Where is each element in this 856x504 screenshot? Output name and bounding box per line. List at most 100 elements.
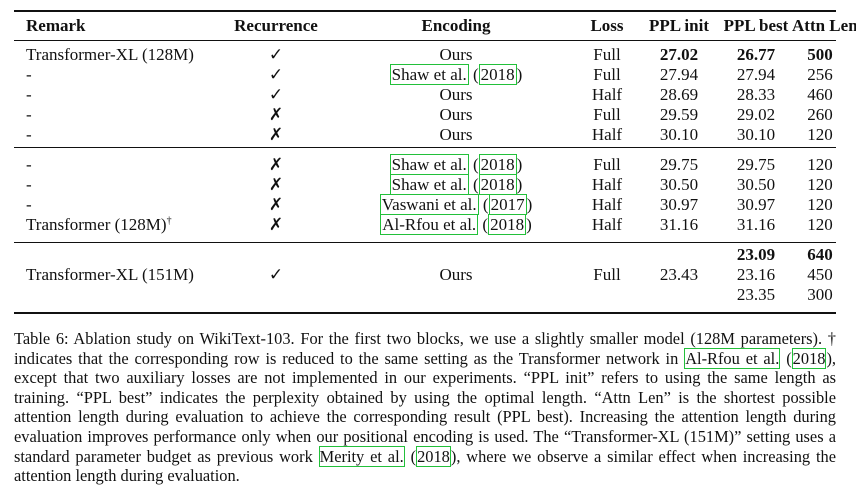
recurrence-cell: ✗	[268, 175, 284, 194]
ppl-init-cell: 29.75	[659, 155, 699, 174]
table-caption: Table 6: Ablation study on WikiText-103.…	[14, 329, 837, 486]
table-row: - ✓ Shaw et al. (2018) Full 27.94 27.94 …	[14, 64, 848, 85]
remark-cell: Transformer-XL (151M)	[26, 265, 194, 284]
citation-year-link[interactable]: 2018	[791, 347, 827, 369]
attn-len-cell: 640	[807, 245, 833, 264]
loss-cell: Full	[593, 105, 621, 124]
recurrence-cell: ✗	[268, 215, 284, 234]
remark-cell: -	[26, 125, 32, 144]
recurrence-cell: ✓	[268, 265, 284, 284]
col-header-encoding: Encoding	[421, 16, 491, 35]
loss-cell: Half	[591, 125, 623, 144]
citation-link[interactable]: Merity et al.	[318, 445, 405, 467]
table-row: Transformer-XL (151M) ✓ Ours Full 23.43 …	[14, 265, 848, 285]
loss-cell: Full	[593, 265, 621, 284]
ppl-best-cell: 30.97	[736, 195, 776, 214]
encoding-cell: Ours	[439, 265, 473, 284]
recurrence-cell: ✓	[268, 85, 284, 104]
remark-cell: Transformer (128M)†	[14, 215, 216, 235]
table-top-rule	[14, 10, 836, 12]
remark-cell: -	[26, 195, 32, 214]
citation-year-link[interactable]: 2018	[478, 64, 517, 85]
encoding-cell: Ours	[439, 45, 473, 64]
remark-text: Transformer (128M)	[26, 215, 167, 234]
citation-year-link[interactable]: 2017	[488, 194, 527, 215]
ppl-best-cell: 28.33	[736, 85, 776, 104]
citation-year-link[interactable]: 2018	[478, 174, 517, 195]
loss-cell: Half	[591, 195, 623, 214]
table-row: Transformer (128M)† ✗ Al-Rfou et al. (20…	[14, 214, 848, 235]
dagger-mark: †	[166, 215, 172, 227]
citation-link[interactable]: Al-Rfou et al.	[380, 214, 479, 235]
ppl-init-cell: 30.97	[659, 195, 699, 214]
col-header-remark: Remark	[26, 16, 86, 35]
citation-link[interactable]: Vaswani et al.	[379, 194, 479, 215]
ppl-best-cell: 29.02	[736, 105, 776, 124]
ppl-best-cell: 29.75	[736, 155, 776, 174]
attn-len-cell: 300	[807, 285, 833, 304]
col-header-ppl-best: PPL best	[723, 16, 789, 35]
table-row: - ✗ Shaw et al. (2018) Full 29.75 29.75 …	[14, 154, 848, 175]
loss-cell: Half	[591, 85, 623, 104]
attn-len-cell: 120	[807, 155, 833, 174]
citation-link[interactable]: Shaw et al.	[389, 154, 469, 175]
attn-len-cell: 460	[807, 85, 833, 104]
table-row: 23.09 640	[14, 245, 848, 265]
citation-year-link[interactable]: 2018	[478, 154, 517, 175]
attn-len-cell: 450	[807, 265, 833, 284]
encoding-cell: Shaw et al. (2018)	[389, 154, 523, 175]
encoding-cell: Ours	[439, 125, 473, 144]
citation-year-link[interactable]: 2018	[416, 445, 451, 467]
remark-cell: -	[26, 65, 32, 84]
ppl-init-cell: 29.59	[659, 105, 699, 124]
attn-len-cell: 260	[807, 105, 833, 124]
ppl-init-cell: 30.50	[659, 175, 699, 194]
table-row: - ✗ Shaw et al. (2018) Half 30.50 30.50 …	[14, 174, 848, 195]
block1-rule	[14, 147, 836, 148]
remark-cell: -	[26, 105, 32, 124]
ppl-best-cell: 23.16	[736, 265, 776, 284]
encoding-cell: Ours	[439, 105, 473, 124]
encoding-cell: Ours	[439, 85, 473, 104]
citation-year-link[interactable]: 2018	[488, 214, 527, 235]
ablation-table: Remark Recurrence Encoding Loss PPL init…	[14, 12, 856, 305]
col-header-recurrence: Recurrence	[234, 16, 318, 35]
ppl-best-cell: 30.10	[736, 125, 776, 144]
table-row: - ✗ Ours Half 30.10 30.10 120	[14, 125, 848, 145]
encoding-cell: Vaswani et al. (2017)	[379, 194, 533, 215]
recurrence-cell: ✗	[268, 195, 284, 214]
ppl-init-cell: 27.94	[659, 65, 699, 84]
table-row: - ✗ Ours Full 29.59 29.02 260	[14, 105, 848, 125]
table-row: Transformer-XL (128M) ✓ Ours Full 27.02 …	[14, 45, 848, 65]
block2-rule	[14, 242, 836, 243]
citation-link[interactable]: Al-Rfou et al.	[684, 347, 781, 369]
ppl-best-cell: 30.50	[736, 175, 776, 194]
caption-text: Table 6: Ablation study on WikiText-103.…	[14, 329, 836, 368]
caption-text: ), where we observe a similar effect whe…	[14, 446, 837, 486]
loss-cell: Full	[593, 45, 621, 64]
recurrence-cell: ✓	[268, 45, 284, 64]
header-row: Remark Recurrence Encoding Loss PPL init…	[14, 12, 856, 40]
ppl-best-cell: 31.16	[736, 215, 776, 234]
header-rule	[14, 40, 836, 41]
table-row: - ✓ Ours Half 28.69 28.33 460	[14, 85, 848, 105]
encoding-cell: Shaw et al. (2018)	[389, 64, 523, 85]
ppl-init-cell: 27.02	[659, 45, 699, 64]
encoding-cell: Al-Rfou et al. (2018)	[380, 214, 532, 235]
recurrence-cell: ✓	[268, 65, 284, 84]
attn-len-cell: 256	[807, 65, 833, 84]
recurrence-cell: ✗	[268, 105, 284, 124]
remark-cell: -	[26, 175, 32, 194]
citation-link[interactable]: Shaw et al.	[389, 64, 469, 85]
loss-cell: Half	[591, 215, 623, 234]
recurrence-cell: ✗	[268, 125, 284, 144]
attn-len-cell: 120	[807, 195, 833, 214]
loss-cell: Half	[591, 175, 623, 194]
table-row: 23.35 300	[14, 285, 848, 305]
loss-cell: Full	[593, 65, 621, 84]
citation-link[interactable]: Shaw et al.	[389, 174, 469, 195]
caption-text: ), except that two auxiliary losses are …	[14, 348, 837, 466]
ppl-best-cell: 26.77	[736, 45, 776, 64]
col-header-ppl-init: PPL init	[649, 16, 709, 35]
ppl-init-cell: 28.69	[659, 85, 699, 104]
